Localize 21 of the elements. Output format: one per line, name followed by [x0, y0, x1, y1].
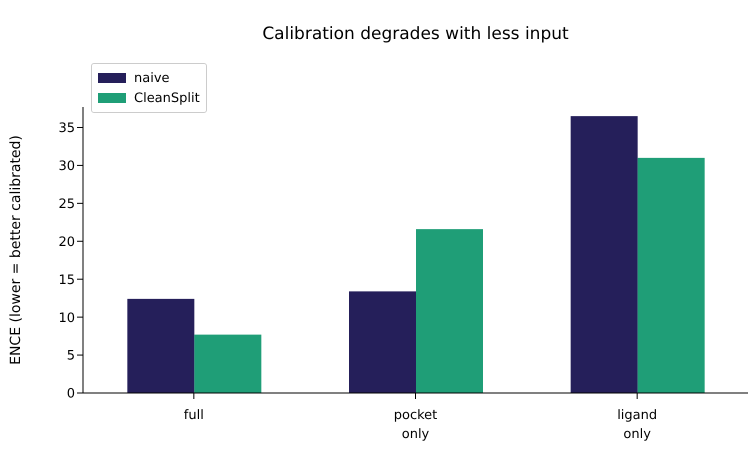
x-tick-label: pocket only [394, 408, 438, 442]
y-tick-label: 5 [66, 348, 75, 364]
y-axis-title: ENCE (lower = better calibrated) [8, 135, 24, 365]
bar [127, 298, 194, 393]
y-tick-label: 10 [58, 310, 75, 326]
y-tick-label: 0 [66, 386, 75, 402]
y-tick-label: 25 [58, 196, 75, 212]
bar [194, 334, 262, 393]
bar [570, 116, 638, 393]
bar [349, 291, 416, 393]
chart-title: Calibration degrades with less input [261, 24, 570, 44]
y-tick-label: 30 [58, 159, 75, 174]
legend-label: CleanSplit [134, 90, 200, 106]
x-tick-label: ligand only [617, 408, 658, 442]
x-tick-label: full [184, 408, 204, 423]
y-tick-label: 35 [58, 121, 75, 136]
y-tick-label: 20 [58, 234, 75, 250]
legend-label: naive [134, 70, 170, 86]
bar [416, 229, 483, 393]
y-tick-label: 15 [58, 272, 75, 288]
bar [638, 158, 705, 393]
